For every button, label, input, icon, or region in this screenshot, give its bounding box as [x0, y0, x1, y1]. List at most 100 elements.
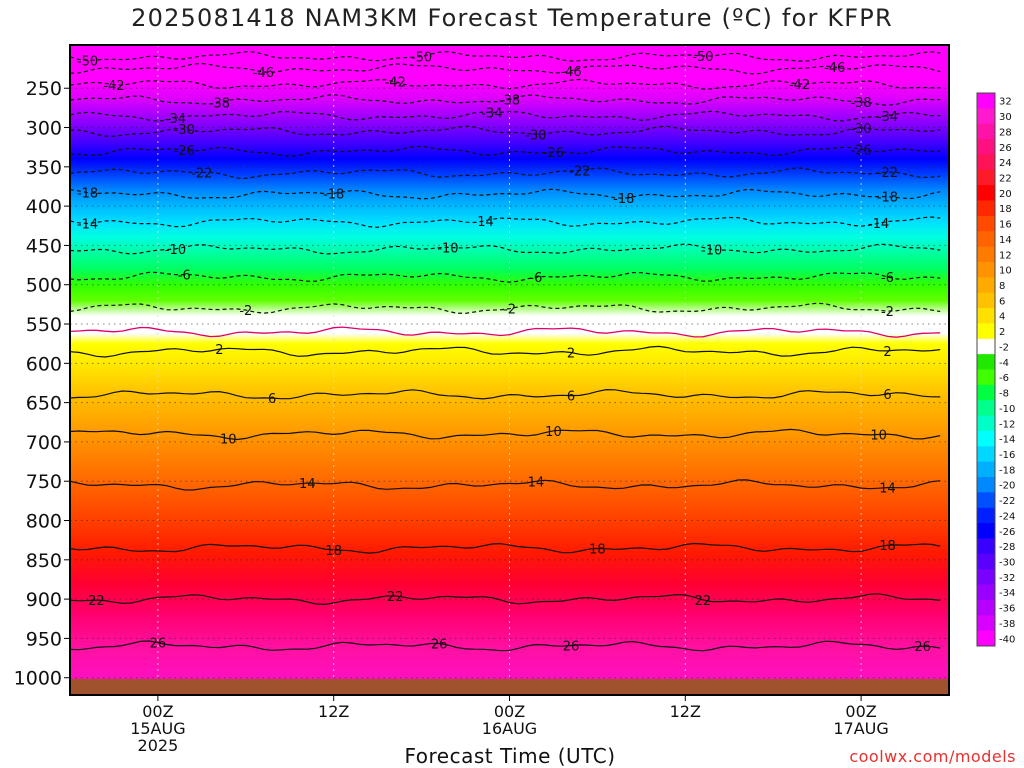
- colorbar-label: 14: [999, 235, 1012, 246]
- isotherm-label: -38: [499, 94, 520, 109]
- isotherm-label: -2: [881, 305, 894, 320]
- colorbar-label: 16: [999, 220, 1012, 231]
- isotherm-label: 18: [325, 544, 342, 559]
- isotherm-line: [70, 542, 941, 554]
- isotherm-label: -50: [411, 50, 432, 65]
- y-tick-label: 950: [26, 628, 62, 650]
- y-axis: 250 300 350 400 450 500 550 600 650 700 750 800 850 9…: [14, 78, 70, 690]
- x-tick-label: 15AUG: [130, 719, 185, 738]
- colorbar-swatch: [977, 323, 995, 340]
- colorbar-swatch: [977, 185, 995, 202]
- isotherm-label: 2: [215, 343, 223, 358]
- colorbar-swatch: [977, 308, 995, 324]
- isotherm-label: 6: [883, 388, 891, 403]
- colorbar-swatch: [977, 584, 995, 601]
- isotherm-line: [70, 110, 941, 122]
- isotherm-label: 2: [567, 347, 575, 362]
- isotherm-label: -10: [437, 241, 458, 256]
- colorbar-swatch: [977, 492, 995, 509]
- colorbar-label: 8: [999, 281, 1005, 292]
- colorbar-swatch: [977, 261, 995, 278]
- credit-link[interactable]: coolwx.com/models: [849, 747, 1016, 766]
- colorbar-swatch: [977, 139, 995, 155]
- isotherm-line: [70, 51, 941, 62]
- colorbar-swatch: [977, 630, 995, 647]
- colorbar-label: -12: [999, 419, 1015, 430]
- isotherm-label: -30: [850, 122, 871, 137]
- isotherm-label: -34: [165, 112, 186, 127]
- isotherm-line: [70, 302, 941, 314]
- isotherm-line: [70, 428, 941, 441]
- isotherm-line: [70, 125, 941, 137]
- colorbar-swatch: [977, 369, 995, 386]
- colorbar-swatch: [977, 430, 995, 447]
- isotherm-label: -22: [569, 164, 590, 179]
- y-tick-label: 500: [26, 275, 62, 297]
- isotherm-line: [70, 640, 941, 652]
- isotherm-label: -10: [165, 243, 186, 258]
- isotherm-line: [70, 145, 941, 157]
- isotherm-label: 14: [528, 475, 545, 490]
- isotherm-label: 10: [220, 433, 237, 448]
- isotherm-label: -18: [613, 192, 634, 207]
- isotherm-line: [70, 216, 941, 228]
- isotherm-label: -2: [503, 303, 516, 318]
- isotherm-label: 26: [150, 636, 167, 651]
- isotherm-label: 22: [387, 590, 404, 605]
- colorbar-swatch: [977, 523, 995, 539]
- colorbar-label: -38: [999, 619, 1015, 630]
- colorbar-swatch: [977, 231, 995, 248]
- colorbar-swatch: [977, 154, 995, 171]
- colorbar-label: 28: [999, 127, 1012, 138]
- colorbar-label: -2: [999, 342, 1009, 353]
- colorbar-label: -24: [999, 511, 1015, 522]
- colorbar-label: 24: [999, 158, 1012, 169]
- colorbar-label: 22: [999, 173, 1012, 184]
- y-tick-label: 450: [26, 235, 62, 257]
- isotherm-label: 6: [567, 390, 575, 405]
- colorbar-swatch: [977, 200, 995, 217]
- isotherm-label: 26: [914, 640, 931, 655]
- colorbar-swatch: [977, 477, 995, 493]
- isotherm-label: -14: [77, 217, 98, 232]
- colorbar-label: -16: [999, 450, 1015, 461]
- colorbar: 32 30 28 26 24 22 20 18 16 14 12 10 8 6 4 2 -2 -4 -6 -8 -10 -…: [976, 92, 1015, 647]
- isotherm-layer: -50 -50 -50-46 -46 -46-42 -42 -42-38 -38 -38-34-…: [70, 50, 941, 655]
- isotherm-label: -46: [560, 65, 581, 80]
- colorbar-label: -4: [999, 358, 1009, 369]
- chart-title: 2025081418 NAM3KM Forecast Temperature (…: [131, 4, 893, 32]
- colorbar-label: 10: [999, 266, 1012, 277]
- isotherm-label: -42: [789, 78, 810, 93]
- colorbar-label: -28: [999, 542, 1015, 553]
- colorbar-swatch: [977, 507, 995, 524]
- colorbar-swatch: [977, 292, 995, 309]
- colorbar-label: -30: [999, 558, 1015, 569]
- isotherm-line: [70, 188, 941, 200]
- colorbar-label: -22: [999, 496, 1015, 507]
- isotherm-label: 26: [563, 640, 580, 655]
- colorbar-label: -26: [999, 527, 1015, 538]
- y-tick-label: 1000: [14, 668, 62, 690]
- isotherm-label: 22: [88, 594, 105, 609]
- colorbar-swatch: [977, 93, 995, 109]
- y-tick-label: 400: [26, 196, 62, 218]
- x-tick-label: 00Z: [845, 702, 876, 721]
- isotherm-label: -26: [543, 146, 564, 161]
- isotherm-line: [70, 94, 941, 106]
- colorbar-label: -32: [999, 573, 1015, 584]
- grid-layer: [70, 45, 949, 695]
- isotherm-label: -22: [877, 166, 898, 181]
- colorbar-swatch: [977, 215, 995, 232]
- isotherm-label: -18: [877, 191, 898, 206]
- isotherm-line: [70, 78, 941, 90]
- isotherm-label: -50: [692, 50, 713, 65]
- isotherm-label: -14: [473, 215, 494, 230]
- colorbar-label: -8: [999, 389, 1009, 400]
- isotherm-line: [70, 243, 941, 255]
- isotherm-label: 18: [589, 542, 606, 557]
- isotherm-label: 18: [879, 539, 896, 554]
- colorbar-label: 2: [999, 327, 1005, 338]
- colorbar-swatch: [977, 415, 995, 432]
- isotherm-label: -6: [881, 271, 894, 286]
